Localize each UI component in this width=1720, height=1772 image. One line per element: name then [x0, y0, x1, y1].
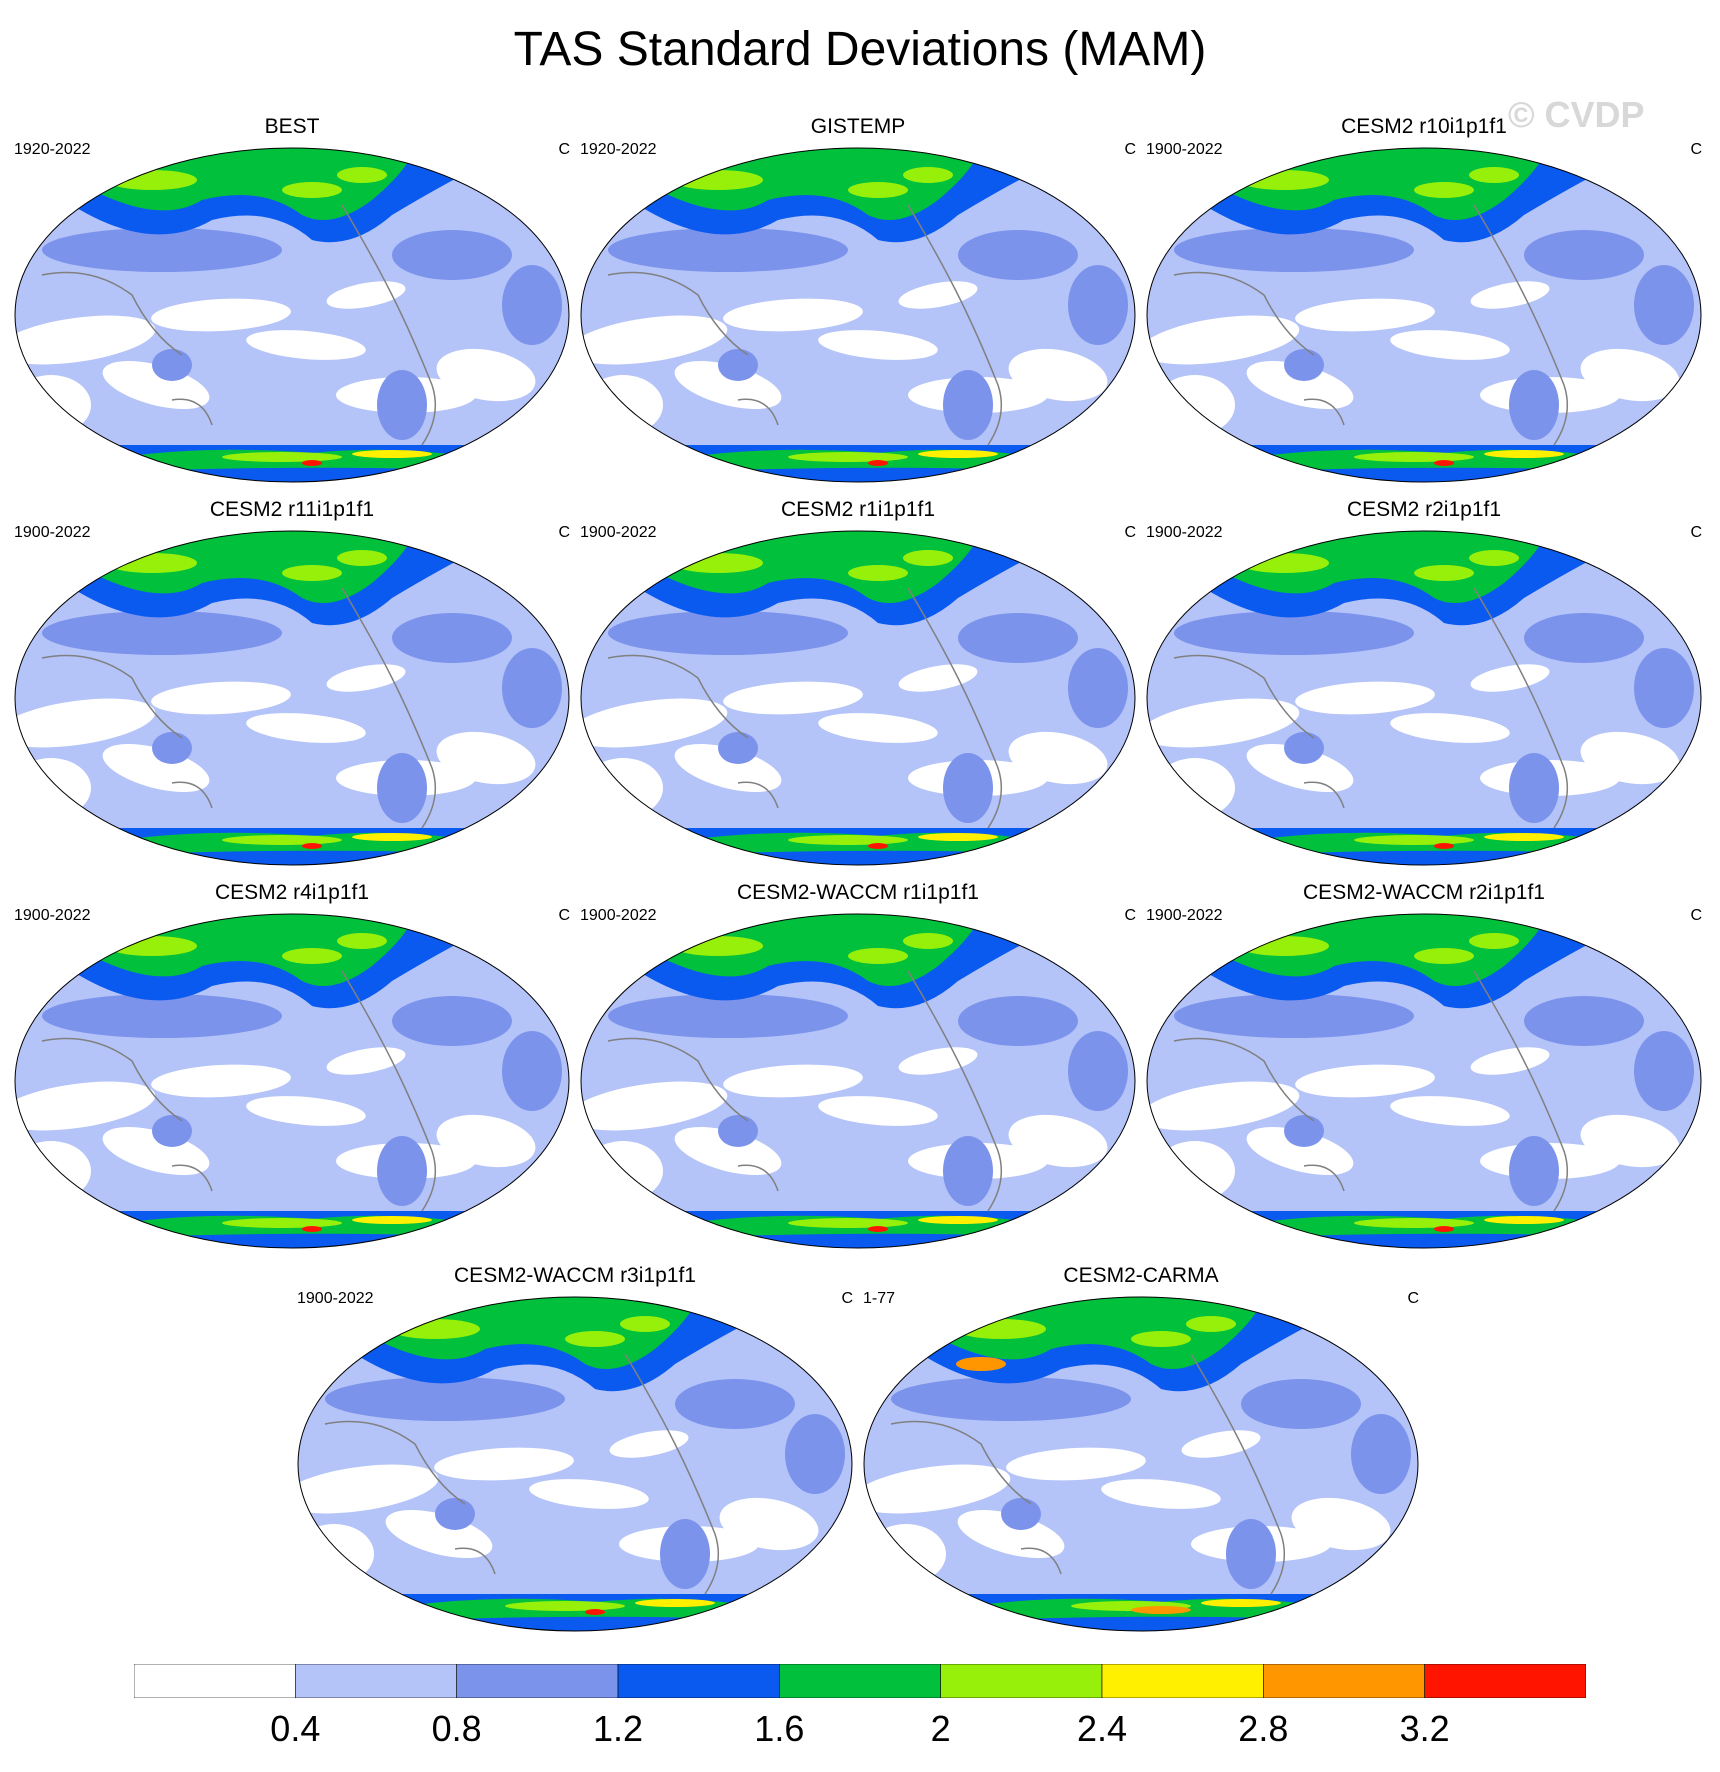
panel-period: 1900-2022 — [14, 524, 91, 541]
map-contour-plot — [580, 913, 1136, 1249]
colorbar-labels: 0.4 0.8 1.2 1.6 2 2.4 2.8 3.2 — [0, 1708, 1720, 1752]
panel-period: 1-77 — [863, 1290, 896, 1307]
panel-period: 1920-2022 — [580, 141, 657, 158]
map-contour-plot — [14, 913, 570, 1249]
map-contour-plot — [1146, 147, 1702, 483]
map-panel: CESM2-WACCM r1i1p1f1 1900-2022 C — [578, 881, 1138, 1264]
panel-period: 1900-2022 — [1146, 141, 1223, 158]
map-panel: CESM2 r2i1p1f1 1900-2022 C — [1144, 498, 1704, 881]
map-panel: CESM2 r11i1p1f1 1900-2022 C — [12, 498, 572, 881]
map-panel: CESM2-WACCM r3i1p1f1 1900-2022 C — [295, 1264, 855, 1647]
panel-title: CESM2-WACCM r2i1p1f1 — [1303, 881, 1545, 904]
colorbar-swatch — [1263, 1664, 1425, 1698]
colorbar-swatch — [134, 1664, 296, 1698]
colorbar-swatch — [617, 1664, 780, 1698]
panel-units: C — [1690, 524, 1702, 541]
panel-title: CESM2 r11i1p1f1 — [209, 498, 375, 521]
panel-period: 1920-2022 — [14, 141, 91, 158]
map-contour-plot — [14, 147, 570, 483]
map-contour-plot — [1146, 530, 1702, 866]
colorbar-tick-label: 3.2 — [1399, 1708, 1450, 1749]
colorbar-tick-label: 1.2 — [592, 1708, 644, 1749]
map-contour-plot — [580, 530, 1136, 866]
panel-units: C — [1124, 524, 1136, 541]
map-panel: CESM2-CARMA 1-77 C — [861, 1264, 1421, 1647]
colorbar-swatch — [1101, 1664, 1264, 1698]
panel-units: C — [1690, 907, 1702, 924]
map-panel: GISTEMP 1920-2022 C — [578, 115, 1138, 498]
panel-title: CESM2 r10i1p1f1 — [1341, 115, 1507, 138]
panel-units: C — [1407, 1290, 1419, 1307]
panel-period: 1900-2022 — [580, 907, 657, 924]
colorbar-swatch — [456, 1664, 619, 1698]
colorbar-tick-label: 2 — [930, 1708, 951, 1749]
colorbar-swatch — [295, 1664, 457, 1698]
map-contour-plot — [297, 1296, 853, 1632]
map-contour-plot — [580, 147, 1136, 483]
map-contour-plot — [1146, 913, 1702, 1249]
colorbar-tick-label: 0.8 — [431, 1708, 482, 1749]
colorbar — [134, 1664, 1586, 1698]
panel-period: 1900-2022 — [580, 524, 657, 541]
map-contour-plot — [863, 1296, 1419, 1632]
panel-title: CESM2 r2i1p1f1 — [1346, 498, 1502, 521]
panel-units: C — [1690, 141, 1702, 158]
map-panel: CESM2-WACCM r2i1p1f1 1900-2022 C — [1144, 881, 1704, 1264]
panel-title: CESM2 r4i1p1f1 — [214, 881, 370, 904]
panel-period: 1900-2022 — [1146, 524, 1223, 541]
figure-title: TAS Standard Deviations (MAM) — [513, 23, 1207, 76]
cvdp-watermark: © CVDP — [1508, 94, 1645, 135]
panel-title: CESM2-CARMA — [1063, 1264, 1219, 1287]
panel-period: 1900-2022 — [1146, 907, 1223, 924]
map-panel: BEST 1920-2022 C — [12, 115, 572, 498]
panel-units: C — [558, 141, 570, 158]
panel-title: GISTEMP — [810, 115, 906, 138]
colorbar-swatch — [940, 1664, 1103, 1698]
colorbar-tick-label: 0.4 — [270, 1708, 321, 1749]
colorbar-swatch — [1424, 1664, 1586, 1698]
panel-title: CESM2 r1i1p1f1 — [780, 498, 936, 521]
map-contour-plot — [14, 530, 570, 866]
map-panel: CESM2 r4i1p1f1 1900-2022 C — [12, 881, 572, 1264]
panel-units: C — [1124, 907, 1136, 924]
panel-title: CESM2-WACCM r1i1p1f1 — [737, 881, 979, 904]
panel-title: BEST — [264, 115, 320, 138]
colorbar-swatch — [779, 1664, 941, 1698]
panel-units: C — [558, 524, 570, 541]
panel-units: C — [1124, 141, 1136, 158]
colorbar-tick-label: 2.4 — [1076, 1708, 1128, 1749]
panel-period: 1900-2022 — [297, 1290, 374, 1307]
map-panel: CESM2 r1i1p1f1 1900-2022 C — [578, 498, 1138, 881]
panel-title: CESM2-WACCM r3i1p1f1 — [454, 1264, 696, 1287]
panel-units: C — [558, 907, 570, 924]
panel-units: C — [841, 1290, 853, 1307]
colorbar-tick-label: 2.8 — [1238, 1708, 1289, 1749]
map-panel: CESM2 r10i1p1f1 1900-2022 C — [1144, 115, 1704, 498]
panel-period: 1900-2022 — [14, 907, 91, 924]
colorbar-tick-label: 1.6 — [754, 1708, 805, 1749]
